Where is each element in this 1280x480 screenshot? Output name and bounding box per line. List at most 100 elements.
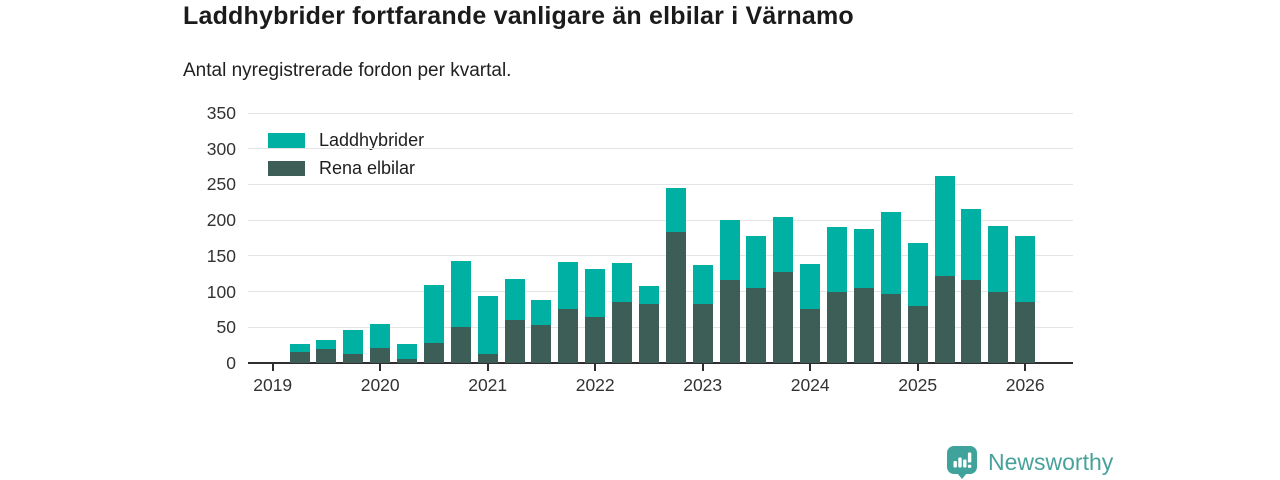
bar-segment-laddhybrider: [397, 343, 418, 359]
bar-segment-rena-elbilar: [504, 320, 525, 363]
bar-segment-laddhybrider: [638, 285, 659, 305]
bar-segment-rena-elbilar: [934, 275, 955, 363]
bar-2022-q1: [585, 269, 606, 363]
bar-segment-laddhybrider: [1015, 235, 1036, 303]
gridline: [248, 219, 1073, 221]
bar-2022-q4: [665, 188, 686, 363]
gridline: [248, 255, 1073, 257]
y-axis-tick-label: 250: [206, 174, 236, 195]
bar-segment-laddhybrider: [289, 343, 310, 353]
bar-segment-rena-elbilar: [477, 353, 498, 363]
x-axis-tick: [594, 364, 597, 371]
bar-2022-q3: [638, 285, 659, 363]
bar-segment-laddhybrider: [316, 340, 337, 349]
bar-segment-laddhybrider: [531, 300, 552, 326]
bar-2019-q2: [289, 343, 310, 363]
bar-2023-q4: [773, 216, 794, 363]
chart-subtitle: Antal nyregistrerade fordon per kvartal.: [183, 60, 512, 81]
y-axis-tick-label: 150: [206, 245, 236, 266]
bar-segment-laddhybrider: [558, 261, 579, 310]
bar-2021-q1: [477, 295, 498, 363]
bar-segment-rena-elbilar: [692, 303, 713, 363]
bar-2025-q4: [988, 225, 1009, 363]
newsworthy-logo: Newsworthy: [946, 445, 1113, 480]
bar-segment-rena-elbilar: [907, 305, 928, 363]
bar-segment-laddhybrider: [692, 265, 713, 304]
y-axis-tick-label: 100: [206, 281, 236, 302]
bar-segment-laddhybrider: [907, 243, 928, 306]
gridline: [248, 291, 1073, 293]
x-axis-tick-label: 2024: [790, 375, 830, 395]
chart-title: Laddhybrider fortfarande vanligare än el…: [183, 2, 854, 30]
bar-segment-rena-elbilar: [585, 317, 606, 363]
bar-2022-q2: [612, 263, 633, 363]
x-axis-tick-label: 2021: [468, 375, 508, 395]
legend-label: Rena elbilar: [319, 158, 416, 178]
bar-segment-rena-elbilar: [397, 358, 418, 363]
bar-segment-rena-elbilar: [1015, 302, 1036, 363]
bar-2020-q1: [370, 323, 391, 363]
y-axis-tick-label: 350: [206, 103, 236, 123]
bar-2025-q2: [934, 175, 955, 363]
bar-segment-rena-elbilar: [423, 342, 444, 363]
bar-segment-rena-elbilar: [988, 291, 1009, 363]
x-axis-tick-label: 2020: [360, 375, 400, 395]
bar-2026-q1: [1015, 235, 1036, 363]
bar-2024-q2: [827, 227, 848, 363]
bar-segment-laddhybrider: [612, 263, 633, 303]
bar-2024-q3: [853, 229, 874, 363]
bar-segment-rena-elbilar: [612, 302, 633, 363]
bar-2020-q3: [423, 285, 444, 363]
bar-segment-laddhybrider: [773, 216, 794, 273]
gridline: [248, 326, 1073, 328]
bar-2021-q3: [531, 300, 552, 363]
bar-2020-q4: [450, 260, 471, 363]
bar-segment-laddhybrider: [477, 295, 498, 354]
bar-segment-rena-elbilar: [827, 291, 848, 363]
bar-2021-q4: [558, 261, 579, 363]
x-axis-tick: [379, 364, 382, 371]
y-axis-tick-label: 50: [216, 317, 236, 338]
bar-segment-laddhybrider: [853, 229, 874, 288]
bar-segment-rena-elbilar: [289, 352, 310, 363]
bar-segment-rena-elbilar: [316, 348, 337, 363]
x-axis-tick: [486, 364, 489, 371]
x-axis-tick: [701, 364, 704, 371]
bar-segment-rena-elbilar: [746, 287, 767, 363]
legend-label: Laddhybrider: [319, 130, 425, 150]
bar-segment-laddhybrider: [719, 220, 740, 281]
gridline: [248, 183, 1073, 185]
x-axis-tick: [809, 364, 812, 371]
bar-segment-laddhybrider: [827, 227, 848, 292]
bar-segment-rena-elbilar: [719, 280, 740, 363]
bar-segment-rena-elbilar: [773, 272, 794, 363]
bar-segment-laddhybrider: [665, 188, 686, 233]
bar-2023-q1: [692, 265, 713, 363]
x-axis-tick: [1024, 364, 1027, 371]
bar-segment-laddhybrider: [504, 278, 525, 321]
bar-segment-rena-elbilar: [880, 294, 901, 363]
bar-2020-q2: [397, 343, 418, 363]
x-axis-tick-label: 2019: [253, 375, 293, 395]
x-axis-tick: [916, 364, 919, 371]
x-axis-tick: [271, 364, 274, 371]
bar-2024-q1: [800, 263, 821, 363]
y-axis-tick-label: 200: [206, 210, 236, 231]
bar-segment-rena-elbilar: [531, 325, 552, 363]
legend-swatch-laddhybrider: [268, 133, 305, 148]
bar-segment-laddhybrider: [746, 235, 767, 288]
bar-2023-q3: [746, 235, 767, 363]
bar-2021-q2: [504, 278, 525, 363]
bar-segment-rena-elbilar: [558, 309, 579, 363]
x-axis-tick-label: 2022: [575, 375, 615, 395]
bar-segment-rena-elbilar: [343, 353, 364, 363]
gridline: [248, 112, 1073, 114]
bar-segment-rena-elbilar: [853, 287, 874, 363]
y-axis-tick-label: 0: [226, 353, 236, 373]
bar-segment-laddhybrider: [988, 225, 1009, 292]
bar-2019-q4: [343, 330, 364, 363]
bar-segment-laddhybrider: [585, 269, 606, 318]
bar-segment-laddhybrider: [343, 330, 364, 354]
x-axis-line: [248, 362, 1073, 364]
legend: Laddhybrider Rena elbilar: [268, 130, 424, 179]
